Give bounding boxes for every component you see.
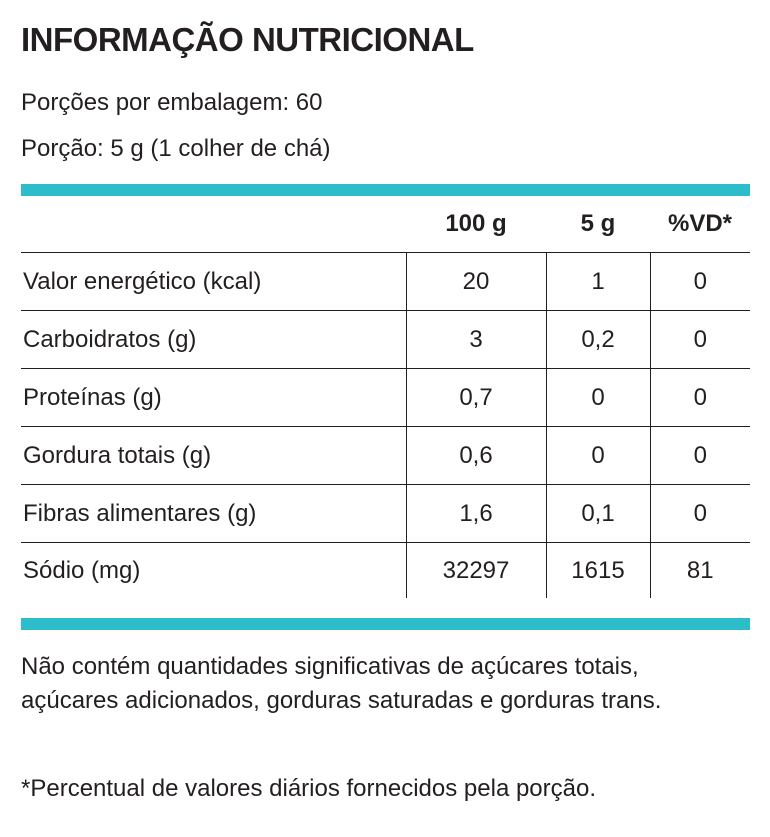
top-accent-rule: [21, 184, 750, 196]
value-daily-percent: 81: [649, 542, 750, 598]
not-significant-note: Não contém quantidades significativas de…: [21, 653, 662, 714]
value-per-serving: 1615: [545, 542, 650, 598]
bottom-accent-rule: [21, 618, 750, 630]
nutrient-label: Proteínas (g): [21, 368, 406, 427]
nutrient-label: Gordura totais (g): [21, 426, 406, 485]
table-row: Carboidratos (g) 3 0,2 0: [21, 310, 750, 369]
daily-value-footnote: *Percentual de valores diários fornecido…: [21, 775, 597, 802]
value-per-serving: 0: [545, 426, 650, 485]
value-per-100g: 0,7: [405, 368, 546, 427]
nutrient-label: Fibras alimentares (g): [21, 484, 406, 543]
page-title: INFORMAÇÃO NUTRICIONAL: [21, 21, 474, 58]
value-per-serving: 1: [545, 252, 650, 311]
value-per-serving: 0: [545, 368, 650, 427]
value-per-100g: 0,6: [405, 426, 546, 485]
value-per-100g: 32297: [405, 542, 546, 598]
nutrition-table: 100 g 5 g %VD* Valor energético (kcal) 2…: [21, 196, 750, 598]
value-per-serving: 0,2: [545, 310, 650, 369]
table-row: Gordura totais (g) 0,6 0 0: [21, 426, 750, 485]
table-row: Proteínas (g) 0,7 0 0: [21, 368, 750, 427]
value-daily-percent: 0: [649, 426, 750, 485]
value-per-100g: 1,6: [405, 484, 546, 543]
serving-size: Porção: 5 g (1 colher de chá): [21, 135, 331, 162]
header-per-100g: 100 g: [445, 210, 507, 237]
value-per-100g: 3: [405, 310, 546, 369]
servings-per-package: Porções por embalagem: 60: [21, 89, 323, 116]
table-header-row: 100 g 5 g %VD*: [21, 196, 750, 253]
value-daily-percent: 0: [649, 484, 750, 543]
value-per-serving: 0,1: [545, 484, 650, 543]
header-daily-value: %VD*: [667, 210, 733, 237]
value-daily-percent: 0: [649, 368, 750, 427]
value-daily-percent: 0: [649, 310, 750, 369]
table-row: Fibras alimentares (g) 1,6 0,1 0: [21, 484, 750, 543]
nutrient-label: Valor energético (kcal): [21, 252, 406, 311]
table-row: Valor energético (kcal) 20 1 0: [21, 252, 750, 311]
header-per-serving: 5 g: [580, 210, 616, 237]
value-per-100g: 20: [405, 252, 546, 311]
header-nutrient: [21, 196, 406, 253]
nutrient-label: Carboidratos (g): [21, 310, 406, 369]
nutrient-label: Sódio (mg): [21, 542, 406, 598]
value-daily-percent: 0: [649, 252, 750, 311]
table-row: Sódio (mg) 32297 1615 81: [21, 542, 750, 598]
